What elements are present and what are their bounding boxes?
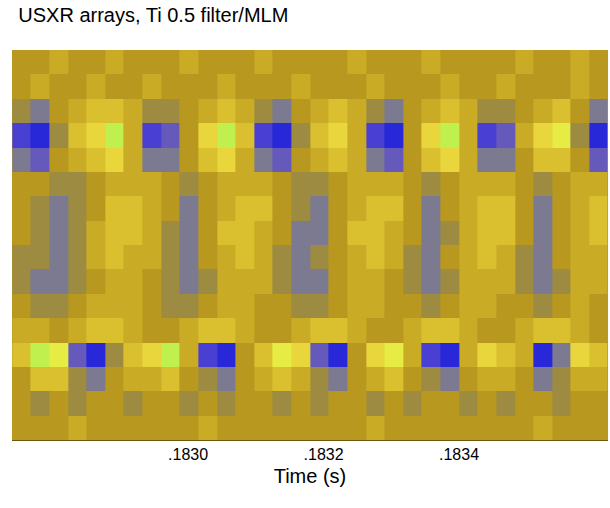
svg-text:.1830: .1830 xyxy=(168,446,208,463)
svg-text:USXR arrays, Ti 0.5 filter/MLM: USXR arrays, Ti 0.5 filter/MLM xyxy=(18,4,288,26)
svg-text:Time (s): Time (s) xyxy=(274,465,347,487)
svg-text:.1832: .1832 xyxy=(304,446,344,463)
svg-text:.1834: .1834 xyxy=(439,446,479,463)
